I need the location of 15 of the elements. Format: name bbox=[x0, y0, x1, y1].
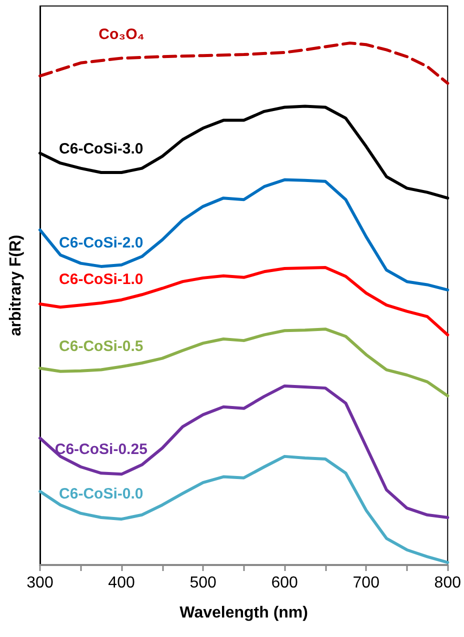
series-label: C6-CoSi-2.0 bbox=[59, 234, 144, 252]
series-label: Co₃O₄ bbox=[98, 26, 144, 44]
series-label: C6-CoSi-0.25 bbox=[54, 441, 148, 458]
x-tick-label: 800 bbox=[434, 574, 462, 592]
y-axis-title: arbitrary F(R) bbox=[8, 234, 24, 336]
series-label: C6-CoSi-0.0 bbox=[59, 486, 144, 503]
x-tick-label: 300 bbox=[26, 574, 54, 592]
x-axis-title: Wavelength (nm) bbox=[180, 604, 308, 622]
series-label: C6-CoSi-0.5 bbox=[59, 338, 144, 355]
x-tick-label: 700 bbox=[352, 574, 380, 592]
x-tick-label: 500 bbox=[190, 574, 217, 592]
series-label: C6-CoSi-1.0 bbox=[59, 270, 144, 288]
series-label: C6-CoSi-3.0 bbox=[59, 140, 144, 158]
x-tick-label: 400 bbox=[108, 574, 135, 592]
x-tick-label: 600 bbox=[271, 574, 298, 592]
